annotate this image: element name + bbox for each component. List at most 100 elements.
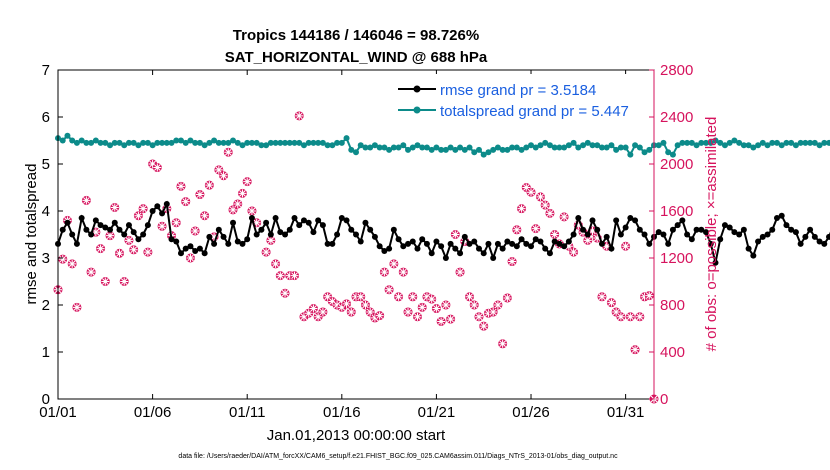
obs-assimilated-marker	[489, 308, 498, 317]
series-point	[622, 144, 629, 151]
series-point	[409, 238, 416, 245]
series-point	[457, 250, 464, 257]
series-point	[740, 142, 747, 149]
y-tick-label: 5	[42, 156, 50, 173]
series-point	[111, 139, 118, 146]
series-point	[97, 139, 104, 146]
series-point	[546, 250, 553, 257]
y-tick-label: 4	[42, 203, 50, 220]
series-point	[206, 233, 213, 240]
obs-count-point	[389, 259, 399, 269]
series-point	[471, 149, 478, 156]
series-point	[509, 240, 516, 247]
series-point	[414, 142, 421, 149]
obs-count-point	[616, 312, 626, 322]
obs-count-point	[606, 298, 616, 308]
series-point	[234, 238, 241, 245]
series-point	[528, 142, 535, 149]
series-point	[258, 142, 265, 149]
series-point	[542, 245, 549, 252]
obs-assimilated-marker	[262, 248, 271, 257]
y-tick-label: 6	[42, 109, 50, 126]
series-point	[688, 236, 695, 243]
obs-count-point	[171, 218, 181, 228]
obs-assimilated-marker	[536, 192, 545, 201]
obs-count-point	[644, 291, 654, 301]
legend-spread-label: totalspread grand pr = 5.447	[440, 103, 629, 120]
obs-assimilated-marker	[120, 277, 129, 286]
series-point	[769, 139, 776, 146]
series-point	[324, 240, 331, 247]
obs-assimilated-marker	[271, 259, 280, 268]
series-point	[357, 238, 364, 245]
obs-count-point	[185, 253, 195, 263]
series-point	[125, 222, 132, 229]
obs-count-point	[535, 192, 545, 202]
series-point	[466, 144, 473, 151]
series-point	[116, 139, 123, 146]
series-point	[69, 137, 76, 144]
series-point	[277, 229, 284, 236]
series-point	[291, 139, 298, 146]
series-point	[329, 142, 336, 149]
series-point	[646, 146, 653, 153]
series-point	[669, 151, 676, 158]
y-tick-label: 0	[42, 391, 50, 408]
obs-count-point	[379, 267, 389, 277]
obs-assimilated-marker	[124, 236, 133, 245]
series-point	[679, 139, 686, 146]
series-point	[636, 226, 643, 233]
series-point	[783, 222, 790, 229]
series-point	[64, 132, 71, 139]
series-point	[613, 146, 620, 153]
series-point	[736, 139, 743, 146]
series-point	[802, 139, 809, 146]
obs-count-point	[237, 188, 247, 198]
series-point	[821, 139, 828, 146]
obs-assimilated-marker	[243, 177, 252, 186]
obs-count-point	[403, 307, 413, 317]
obs-count-point	[318, 307, 328, 317]
series-point	[367, 226, 374, 233]
x-axis: 01/01 01/06 01/11 01/16 01/21 01/26 01/31	[39, 70, 644, 421]
series-point	[300, 142, 307, 149]
series-point	[688, 139, 695, 146]
series-point	[315, 139, 322, 146]
obs-assimilated-marker	[176, 182, 185, 191]
obs-assimilated-marker	[375, 311, 384, 320]
series-point	[821, 240, 828, 247]
obs-assimilated-marker	[224, 148, 233, 157]
series-point	[826, 233, 830, 240]
series-point	[731, 229, 738, 236]
obs-count-point	[597, 292, 607, 302]
series-point	[717, 236, 724, 243]
obs-assimilated-marker	[418, 303, 427, 312]
obs-assimilated-marker	[517, 204, 526, 213]
y-tick-label: 3	[42, 250, 50, 267]
series-point	[390, 226, 397, 233]
series-point	[466, 240, 473, 247]
series-point	[551, 238, 558, 245]
series-point	[173, 137, 180, 144]
series-point	[655, 229, 662, 236]
obs-assimilated-marker	[72, 303, 81, 312]
series-point	[475, 245, 482, 252]
y2-tick-label: 400	[660, 344, 685, 361]
series-point	[390, 144, 397, 151]
obs-assimilated-marker	[404, 308, 413, 317]
series-point	[428, 250, 435, 257]
series-point	[362, 219, 369, 226]
series-point	[111, 219, 118, 226]
series-point	[707, 240, 714, 247]
series-point	[211, 240, 218, 247]
obs-assimilated-marker	[427, 295, 436, 304]
x-tick-label: 01/01	[39, 404, 77, 421]
obs-assimilated-marker	[597, 292, 606, 301]
obs-count-point	[100, 277, 110, 286]
series-point	[239, 142, 246, 149]
series-point	[258, 226, 265, 233]
series-point	[310, 139, 317, 146]
obs-assimilated-marker	[356, 292, 365, 301]
obs-count-point	[493, 300, 503, 310]
obs-assimilated-marker	[304, 309, 313, 318]
